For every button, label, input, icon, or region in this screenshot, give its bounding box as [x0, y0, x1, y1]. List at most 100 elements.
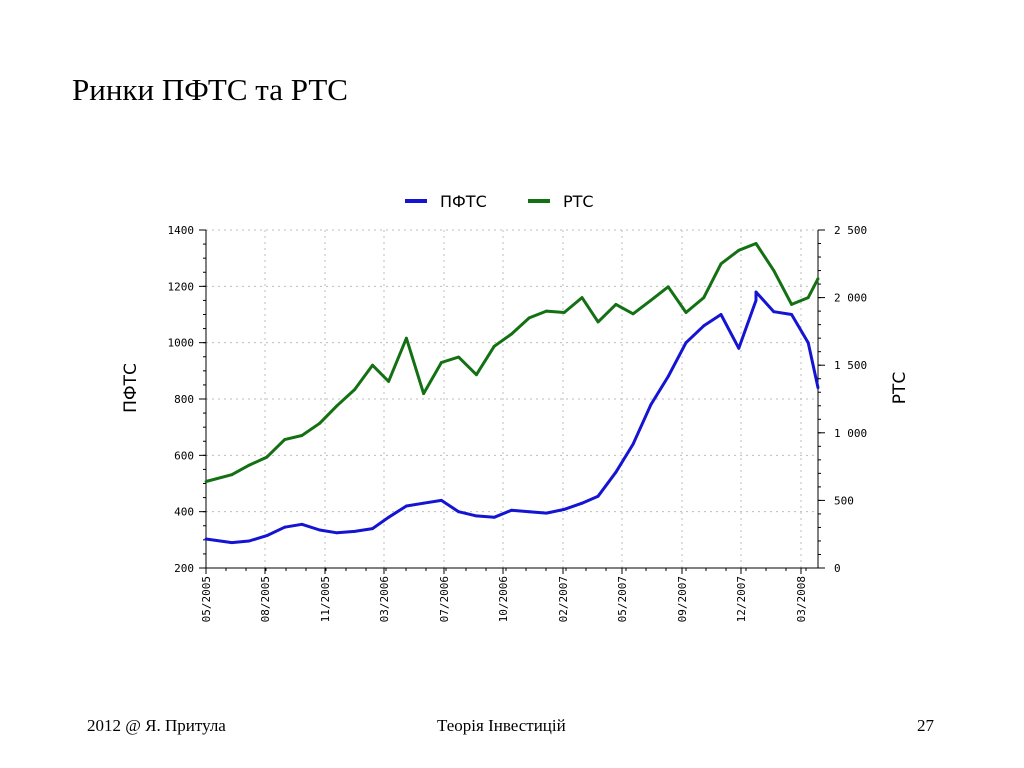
data-point: [510, 508, 513, 512]
data-point: [300, 434, 304, 437]
data-point: [475, 373, 478, 377]
footer-course: Теорія Інвестицій: [437, 716, 566, 735]
data-point: [300, 522, 304, 526]
right-tick-label: 2 500: [834, 224, 867, 237]
data-point: [527, 510, 531, 514]
data-point: [247, 463, 251, 467]
data-point: [562, 311, 566, 314]
data-point: [318, 421, 322, 425]
data-point: [335, 531, 339, 535]
data-point: [405, 336, 408, 340]
data-point: [772, 310, 776, 314]
data-point: [527, 316, 531, 320]
page-number: 27: [917, 716, 934, 735]
data-point: [790, 303, 793, 306]
footer-author: 2012 @ Я. Притула: [87, 716, 226, 735]
data-point: [649, 298, 653, 302]
right-tick-label: 1 000: [834, 427, 867, 440]
data-point: [371, 363, 374, 367]
data-point: [353, 388, 357, 391]
left-tick-label: 600: [174, 449, 194, 462]
data-point: [283, 438, 287, 441]
data-point: [684, 311, 688, 314]
data-point: [684, 341, 688, 345]
data-point: [265, 534, 269, 537]
data-point: [371, 527, 374, 530]
data-point: [545, 309, 548, 313]
data-point: [614, 470, 618, 474]
data-point: [754, 299, 758, 302]
x-tick-label: 02/2007: [557, 576, 570, 622]
x-tick-label: 08/2005: [259, 576, 272, 622]
data-point: [422, 392, 425, 395]
data-point: [754, 290, 758, 294]
data-point: [422, 501, 425, 505]
x-tick-label: 09/2007: [676, 576, 689, 622]
data-point: [816, 277, 820, 281]
left-tick-label: 1400: [168, 224, 195, 237]
left-tick-label: 1000: [168, 337, 195, 350]
data-point: [754, 242, 758, 245]
data-point: [666, 375, 670, 378]
right-tick-label: 500: [834, 494, 854, 507]
data-point: [702, 296, 706, 299]
data-point: [666, 285, 670, 289]
data-point: [247, 539, 251, 543]
left-axis-title: ПФТС: [121, 363, 141, 413]
chart-axes: 1400 1200 1000 800 600 400 200 2 500 2 000 1 500 1…: [168, 224, 868, 622]
data-point: [719, 262, 723, 266]
right-axis-title: РТС: [890, 372, 910, 405]
data-point: [492, 515, 496, 519]
series-line-pfts: [205, 290, 820, 545]
data-point: [596, 320, 600, 324]
data-point: [545, 511, 548, 515]
data-point: [475, 514, 478, 518]
data-point: [816, 386, 820, 390]
left-tick-label: 800: [174, 393, 194, 406]
data-point: [492, 344, 496, 348]
x-tick-label: 03/2008: [795, 576, 808, 622]
data-point: [772, 269, 776, 272]
right-tick-label: 2 000: [834, 292, 867, 305]
data-point: [596, 494, 600, 498]
data-point: [405, 504, 408, 508]
data-point: [649, 403, 653, 406]
data-point: [806, 341, 810, 345]
right-tick-label: 0: [834, 562, 841, 575]
legend-label: ПФТС: [440, 192, 487, 211]
data-point: [265, 455, 269, 459]
data-point: [790, 313, 793, 316]
left-tick-label: 400: [174, 506, 194, 519]
data-point: [457, 355, 460, 359]
data-point: [440, 361, 443, 364]
data-point: [631, 312, 635, 316]
data-point: [387, 515, 390, 519]
x-tick-label: 05/2005: [200, 576, 213, 622]
x-tick-label: 11/2005: [319, 576, 332, 622]
series-line-rts: [205, 242, 820, 483]
legend-item-pfts: ПФТС: [405, 192, 487, 211]
x-tick-label: 05/2007: [616, 576, 629, 622]
legend-label: РТС: [563, 192, 594, 211]
data-point: [737, 248, 741, 252]
data-point: [580, 296, 584, 299]
data-point: [719, 313, 723, 316]
x-tick-label: 12/2007: [735, 576, 748, 622]
x-tick-label: 03/2006: [378, 576, 391, 622]
data-point: [335, 404, 339, 408]
legend-item-rts: РТС: [528, 192, 594, 211]
data-point: [318, 528, 322, 532]
data-point: [353, 530, 357, 533]
data-point: [614, 303, 618, 306]
x-tick-label: 07/2006: [438, 576, 451, 622]
data-point: [702, 324, 706, 328]
x-tick-label: 10/2006: [497, 576, 510, 622]
left-tick-label: 200: [174, 562, 194, 575]
data-point: [204, 537, 208, 541]
data-point: [562, 508, 566, 511]
data-point: [387, 380, 390, 383]
data-point: [631, 442, 635, 446]
data-point: [230, 473, 234, 477]
data-point: [283, 525, 287, 529]
